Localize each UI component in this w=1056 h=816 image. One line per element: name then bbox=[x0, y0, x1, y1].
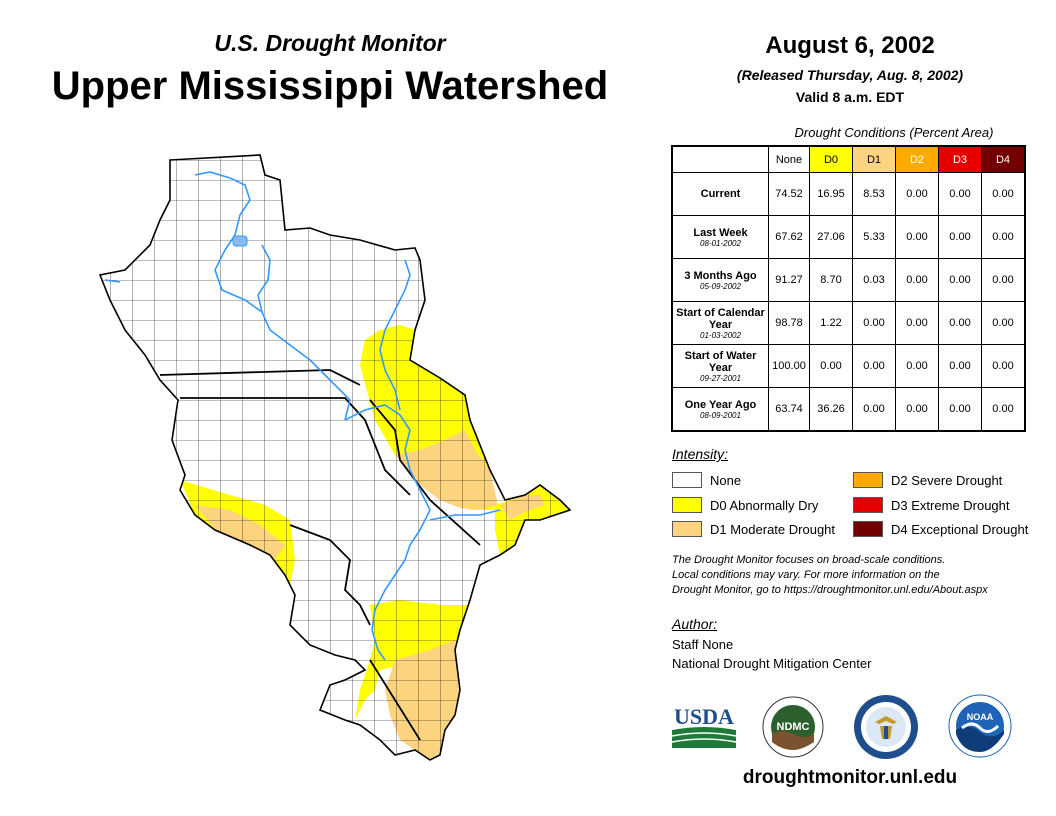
table-cell: 0.00 bbox=[981, 172, 1026, 216]
row-label: Last Week 08-01-2002 bbox=[671, 215, 769, 259]
table-cell: 0.00 bbox=[895, 258, 939, 302]
table-cell: 0.00 bbox=[809, 344, 853, 388]
legend-swatch-d1 bbox=[672, 521, 702, 537]
table-cell: 0.00 bbox=[981, 344, 1026, 388]
table-cell: 0.00 bbox=[895, 215, 939, 259]
table-cell: 0.00 bbox=[981, 301, 1026, 345]
row-label: One Year Ago 08-09-2001 bbox=[671, 387, 769, 432]
table-cell: 27.06 bbox=[809, 215, 853, 259]
table-cell: 0.00 bbox=[981, 258, 1026, 302]
author-name: Staff None bbox=[672, 637, 734, 652]
row-label: 3 Months Ago 05-09-2002 bbox=[671, 258, 769, 302]
table-cell: 0.03 bbox=[852, 258, 896, 302]
legend-title: Intensity: bbox=[672, 446, 729, 462]
table-cell: 0.00 bbox=[981, 387, 1026, 432]
table-cell: 63.74 bbox=[768, 387, 810, 432]
map-title: Upper Mississippi Watershed bbox=[51, 64, 609, 108]
table-cell: 0.00 bbox=[938, 215, 982, 259]
table-cell: 98.78 bbox=[768, 301, 810, 345]
table-cell: 5.33 bbox=[852, 215, 896, 259]
table-row: 3 Months Ago 05-09-2002 91.27 8.70 0.03 0.00 0… bbox=[671, 258, 1026, 302]
table-cell: 0.00 bbox=[852, 301, 896, 345]
table-cell: 0.00 bbox=[895, 172, 939, 216]
col-header-d3: D3 bbox=[938, 145, 982, 173]
usda-logo: USDA bbox=[671, 704, 737, 748]
table-cell: 16.95 bbox=[809, 172, 853, 216]
col-header-none: None bbox=[768, 145, 810, 173]
legend-swatch-d3 bbox=[853, 497, 883, 513]
author-heading: Author: bbox=[672, 616, 718, 632]
row-label: Current bbox=[671, 172, 769, 216]
table-cell: 91.27 bbox=[768, 258, 810, 302]
release-date: (Released Thursday, Aug. 8, 2002) bbox=[736, 67, 964, 83]
ndmc-logo: NDMC bbox=[762, 696, 824, 758]
row-label: Start of Water Year 09-27-2001 bbox=[671, 344, 769, 388]
col-header-d1: D1 bbox=[852, 145, 896, 173]
table-row: Current 74.52 16.95 8.53 0.00 0.00 0.00 bbox=[671, 172, 1026, 216]
table-cell: 74.52 bbox=[768, 172, 810, 216]
table-cell: 0.00 bbox=[852, 387, 896, 432]
table-cell: 0.00 bbox=[895, 301, 939, 345]
table-cell: 0.00 bbox=[852, 344, 896, 388]
disclaimer-text: The Drought Monitor focuses on broad-sca… bbox=[672, 554, 988, 596]
table-cell: 0.00 bbox=[895, 387, 939, 432]
table-row: One Year Ago 08-09-2001 63.74 36.26 0.00 0.00… bbox=[671, 387, 1026, 432]
table-cell: 0.00 bbox=[938, 301, 982, 345]
svg-text:USDA: USDA bbox=[674, 704, 734, 729]
legend-item-d3: D3 Extreme Drought bbox=[853, 496, 1010, 514]
table-cell: 0.00 bbox=[981, 215, 1026, 259]
drought-map bbox=[98, 154, 572, 761]
doc-seal-logo bbox=[854, 695, 918, 759]
table-cell: 8.53 bbox=[852, 172, 896, 216]
legend-swatch-d2 bbox=[853, 472, 883, 488]
drought-conditions-table: None D0 D1 D2 D3 D4 Current 74.52 16.95 8.5… bbox=[671, 145, 1026, 432]
table-row: Last Week 08-01-2002 67.62 27.06 5.33 0.00 0.0… bbox=[671, 215, 1026, 259]
legend-swatch-d4 bbox=[853, 521, 883, 537]
table-row: Start of Water Year 09-27-2001 100.00 0.00 0… bbox=[671, 344, 1026, 388]
col-header-d4: D4 bbox=[981, 145, 1026, 173]
table-cell: 1.22 bbox=[809, 301, 853, 345]
noaa-logo: NOAA bbox=[948, 694, 1012, 758]
table-cell: 0.00 bbox=[938, 344, 982, 388]
table-cell: 36.26 bbox=[809, 387, 853, 432]
legend-item-d1: D1 Moderate Drought bbox=[672, 520, 835, 538]
legend-swatch-d0 bbox=[672, 497, 702, 513]
legend-swatch-none bbox=[672, 472, 702, 488]
table-cell: 0.00 bbox=[938, 258, 982, 302]
legend-item-none: None bbox=[672, 471, 741, 489]
legend-item-d2: D2 Severe Drought bbox=[853, 471, 1002, 489]
table-cell: 100.00 bbox=[768, 344, 810, 388]
valid-time: Valid 8 a.m. EDT bbox=[795, 89, 905, 105]
author-organization: National Drought Mitigation Center bbox=[672, 656, 872, 671]
table-cell: 0.00 bbox=[938, 387, 982, 432]
table-cell: 0.00 bbox=[895, 344, 939, 388]
table-row: Start of Calendar Year 01-03-2002 98.78 1.2… bbox=[671, 301, 1026, 345]
website-url[interactable]: droughtmonitor.unl.edu bbox=[742, 767, 958, 788]
legend-item-d0: D0 Abnormally Dry bbox=[672, 496, 818, 514]
legend-item-d4: D4 Exceptional Drought bbox=[853, 520, 1028, 538]
col-header-d0: D0 bbox=[809, 145, 853, 173]
table-cell: 67.62 bbox=[768, 215, 810, 259]
table-cell: 8.70 bbox=[809, 258, 853, 302]
svg-text:NOAA: NOAA bbox=[967, 712, 994, 722]
table-caption: Drought Conditions (Percent Area) bbox=[794, 125, 994, 140]
svg-text:NDMC: NDMC bbox=[777, 721, 810, 733]
map-date: August 6, 2002 bbox=[765, 32, 935, 59]
row-label: Start of Calendar Year 01-03-2002 bbox=[671, 301, 769, 345]
table-cell: 0.00 bbox=[938, 172, 982, 216]
river-network bbox=[104, 171, 501, 661]
map-subtitle: U.S. Drought Monitor bbox=[214, 30, 446, 56]
col-header-d2: D2 bbox=[895, 145, 939, 173]
